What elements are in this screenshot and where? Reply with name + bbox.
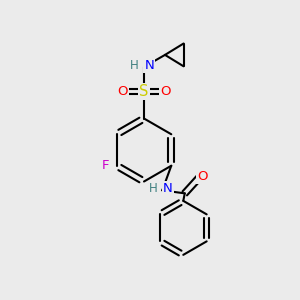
Text: N: N bbox=[145, 59, 154, 72]
Text: N: N bbox=[163, 182, 172, 195]
Text: F: F bbox=[102, 159, 109, 172]
Text: S: S bbox=[139, 84, 149, 99]
Text: H: H bbox=[149, 182, 158, 195]
Text: O: O bbox=[197, 170, 208, 183]
Text: H: H bbox=[130, 59, 139, 72]
Text: O: O bbox=[160, 85, 171, 98]
Text: O: O bbox=[117, 85, 128, 98]
